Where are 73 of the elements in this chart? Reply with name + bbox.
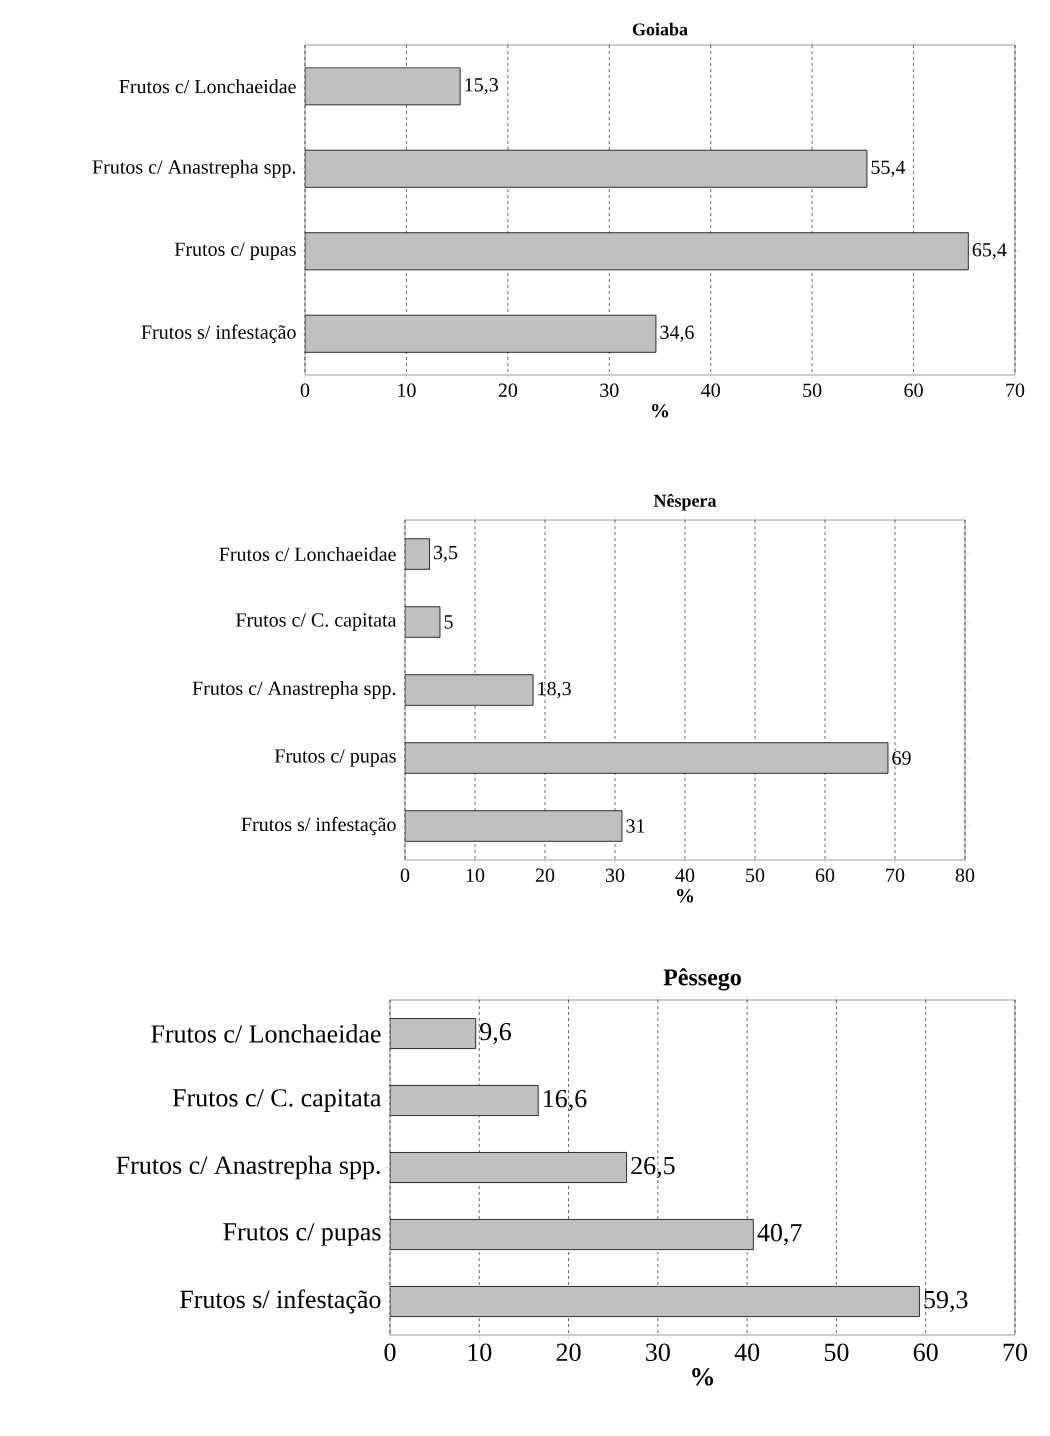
- chart-title: Goiaba: [632, 22, 688, 36]
- x-tick-label: 30: [646, 1343, 670, 1362]
- x-tick-label: 0: [384, 1343, 396, 1362]
- data-label: 59,3: [924, 1290, 968, 1313]
- x-tick-label: 40: [675, 868, 695, 883]
- data-label: 5: [444, 615, 453, 629]
- data-label: 34,6: [660, 325, 694, 342]
- data-label: 3,5: [433, 545, 458, 563]
- x-tick-label: 20: [535, 868, 555, 883]
- x-tick-label: 20: [498, 383, 518, 398]
- x-axis-title: %: [692, 1367, 714, 1386]
- x-tick-label: 0: [300, 383, 310, 398]
- y-tick-label: Frutos c/ C. capitata: [235, 613, 397, 631]
- data-label: 26,5: [631, 1156, 675, 1179]
- x-tick-label: 10: [466, 868, 485, 883]
- y-tick-label: Frutos c/ C. capitata: [172, 1089, 382, 1112]
- y-tick-label: Frutos c/ Lonchaeidae: [219, 546, 396, 562]
- data-label: 16,6: [544, 1089, 587, 1112]
- bar: [305, 314, 657, 353]
- bar: [389, 1152, 627, 1183]
- x-tick-label: 10: [398, 383, 416, 398]
- y-tick-label: Frutos c/ pupas: [223, 1223, 381, 1246]
- bar: [305, 67, 461, 106]
- x-tick-label: 30: [605, 868, 625, 883]
- y-tick-label: Frutos c/ pupas: [174, 242, 296, 260]
- y-tick-label: Frutos c/ pupas: [274, 749, 396, 767]
- data-label: 65,4: [972, 243, 1007, 260]
- bar: [404, 606, 441, 638]
- bar: [305, 149, 868, 188]
- bar: [404, 810, 623, 842]
- bar: [389, 1085, 539, 1116]
- x-tick-label: 60: [904, 383, 923, 398]
- data-label: 55,4: [871, 160, 906, 177]
- bar: [389, 1219, 754, 1250]
- x-tick-label: 50: [803, 383, 822, 398]
- chart-title: Pêssego: [663, 968, 741, 991]
- y-tick-label: Frutos s/ infestação: [141, 324, 296, 343]
- x-tick-label: 80: [955, 868, 975, 883]
- data-label: 15,3: [465, 78, 498, 95]
- bar: [404, 742, 889, 774]
- x-tick-label: 70: [886, 868, 905, 883]
- y-tick-label: Frutos c/ Anastrepha spp.: [92, 159, 296, 178]
- x-tick-label: 60: [815, 868, 835, 883]
- y-tick-label: Frutos c/ Anastrepha spp.: [116, 1155, 380, 1180]
- x-tick-label: 50: [746, 868, 765, 883]
- chart-title: Nêspera: [653, 493, 717, 511]
- data-label: 69: [892, 751, 911, 765]
- x-axis-title: %: [652, 403, 669, 418]
- x-tick-label: 60: [913, 1343, 938, 1362]
- bar: [305, 232, 969, 271]
- y-tick-label: Frutos s/ infestação: [241, 816, 396, 836]
- y-tick-label: Frutos c/ Anastrepha spp.: [192, 680, 396, 700]
- y-tick-label: Frutos c/ Lonchaeidae: [119, 79, 296, 94]
- data-label: 9,6: [480, 1022, 511, 1045]
- x-tick-label: 10: [468, 1343, 492, 1362]
- x-tick-label: 70: [1003, 1343, 1027, 1362]
- x-axis-title: %: [677, 888, 694, 903]
- x-tick-label: 0: [400, 868, 410, 883]
- x-tick-label: 40: [701, 383, 720, 398]
- y-tick-label: Frutos c/ Lonchaeidae: [151, 1024, 381, 1043]
- x-tick-label: 20: [556, 1343, 581, 1362]
- x-tick-label: 70: [1006, 383, 1025, 398]
- x-tick-label: 50: [824, 1343, 849, 1362]
- x-tick-label: 30: [600, 383, 619, 398]
- bar: [404, 674, 534, 706]
- x-tick-label: 40: [734, 1343, 760, 1362]
- bar: [389, 1018, 477, 1049]
- bar: [389, 1286, 920, 1317]
- data-label: 31: [626, 819, 645, 833]
- data-label: 40,7: [757, 1223, 802, 1246]
- data-label: 18,3: [538, 681, 571, 699]
- y-tick-label: Frutos s/ infestação: [180, 1289, 381, 1314]
- bar: [404, 538, 430, 570]
